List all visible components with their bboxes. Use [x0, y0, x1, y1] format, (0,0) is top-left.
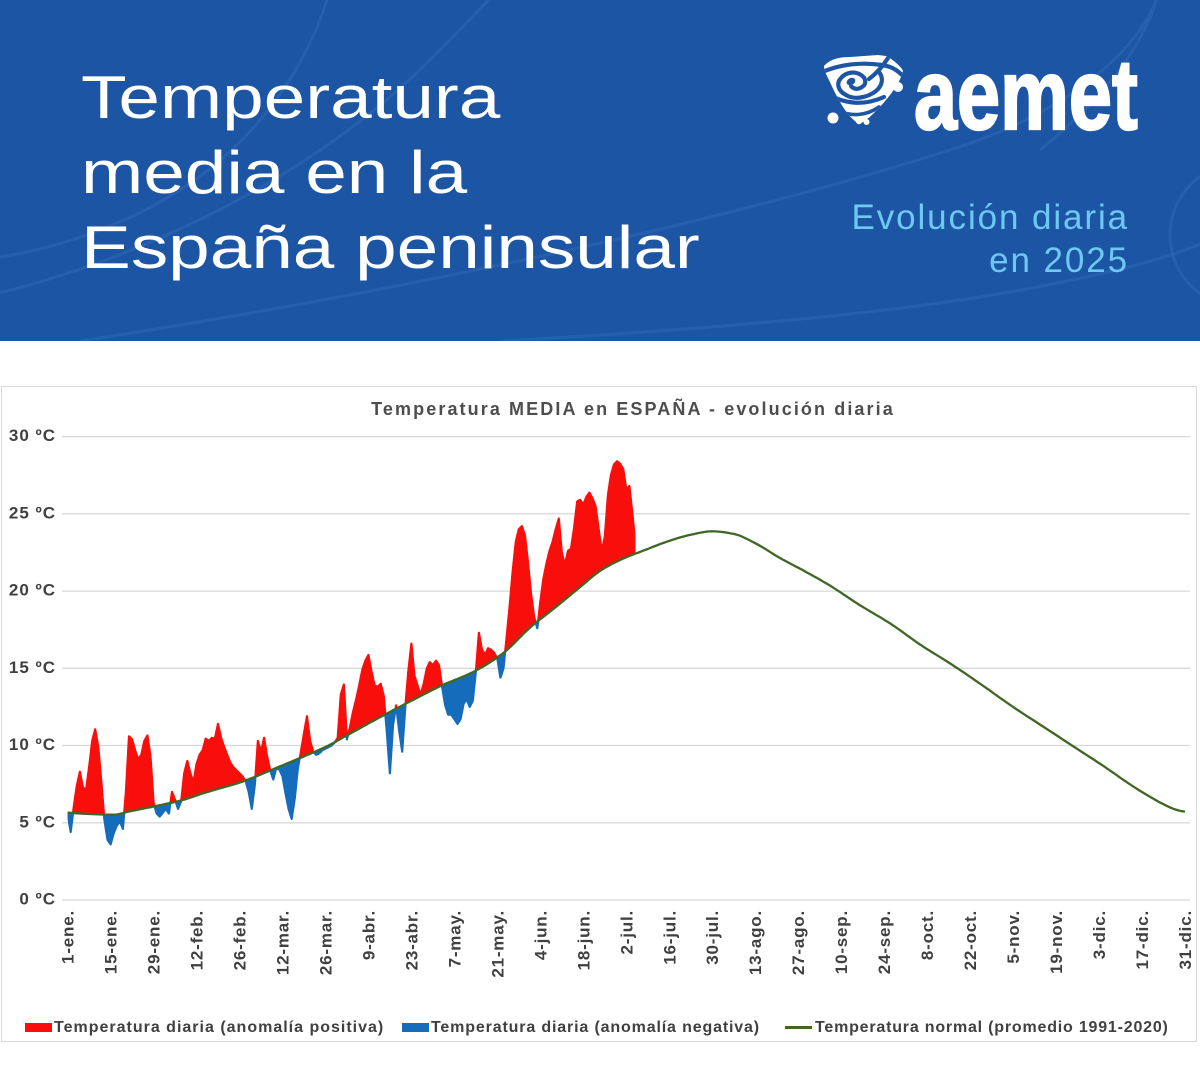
- svg-text:5-nov.: 5-nov.: [1004, 910, 1023, 964]
- svg-text:26-mar.: 26-mar.: [317, 910, 336, 975]
- svg-text:10-sep.: 10-sep.: [832, 910, 851, 974]
- svg-text:10 ºC: 10 ºC: [9, 735, 56, 754]
- svg-text:Temperatura MEDIA en ESPAÑA -: Temperatura MEDIA en ESPAÑA - evolución …: [371, 398, 895, 419]
- svg-text:5 ºC: 5 ºC: [19, 812, 56, 831]
- svg-text:3-dic.: 3-dic.: [1090, 910, 1109, 959]
- svg-text:8-oct.: 8-oct.: [918, 910, 937, 960]
- svg-text:12-mar.: 12-mar.: [274, 910, 293, 975]
- svg-text:0 ºC: 0 ºC: [19, 890, 56, 909]
- svg-text:15-ene.: 15-ene.: [102, 910, 121, 974]
- svg-text:13-ago.: 13-ago.: [746, 910, 765, 975]
- svg-text:18-jun.: 18-jun.: [574, 910, 593, 970]
- svg-text:23-abr.: 23-abr.: [402, 910, 421, 970]
- svg-text:27-ago.: 27-ago.: [789, 910, 808, 975]
- svg-text:7-may.: 7-may.: [445, 910, 464, 967]
- svg-text:22-oct.: 22-oct.: [961, 910, 980, 970]
- svg-text:30 ºC: 30 ºC: [9, 426, 56, 445]
- svg-text:24-sep.: 24-sep.: [875, 910, 894, 974]
- svg-text:19-nov.: 19-nov.: [1047, 910, 1066, 974]
- svg-text:15 ºC: 15 ºC: [9, 658, 56, 677]
- svg-text:16-jul.: 16-jul.: [660, 910, 679, 965]
- svg-text:1-ene.: 1-ene.: [59, 910, 78, 964]
- svg-text:9-abr.: 9-abr.: [359, 910, 378, 960]
- svg-text:2-jul.: 2-jul.: [617, 910, 636, 954]
- svg-text:20 ºC: 20 ºC: [9, 581, 56, 600]
- svg-text:29-ene.: 29-ene.: [145, 910, 164, 974]
- svg-text:30-jul.: 30-jul.: [703, 910, 722, 965]
- svg-text:Temperatura diaria (anomalía p: Temperatura diaria (anomalía positiva): [54, 1019, 384, 1036]
- svg-text:Temperatura diaria (anomalía n: Temperatura diaria (anomalía negativa): [431, 1019, 760, 1036]
- svg-text:31-dic.: 31-dic.: [1176, 910, 1195, 969]
- svg-text:17-dic.: 17-dic.: [1133, 910, 1152, 969]
- svg-text:4-jun.: 4-jun.: [531, 910, 550, 960]
- svg-text:26-feb.: 26-feb.: [231, 910, 250, 970]
- svg-text:25 ºC: 25 ºC: [9, 503, 56, 522]
- svg-text:12-feb.: 12-feb.: [188, 910, 207, 970]
- svg-text:21-may.: 21-may.: [488, 910, 507, 978]
- svg-text:Temperatura normal (promedio 1: Temperatura normal (promedio 1991-2020): [815, 1019, 1169, 1036]
